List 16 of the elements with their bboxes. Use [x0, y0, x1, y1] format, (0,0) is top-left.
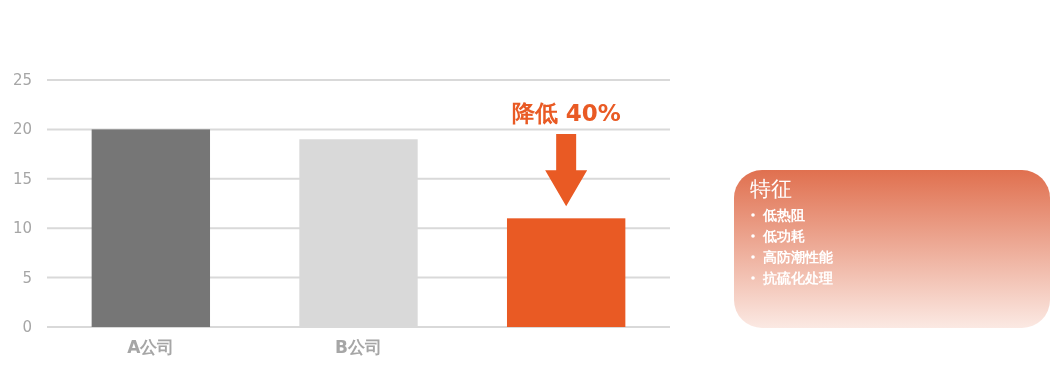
x-tick-label: B公司 — [335, 337, 382, 357]
y-tick-label: 0 — [22, 318, 32, 336]
bar — [91, 129, 211, 327]
text: 高防潮性能 — [763, 249, 834, 265]
y-tick-label: 25 — [12, 71, 32, 89]
text: 特征 — [750, 177, 792, 201]
y-tick-label: 15 — [12, 169, 32, 188]
annotation: 降低 40% — [511, 100, 621, 126]
bar — [506, 218, 626, 327]
text: 抗硫化处理 — [762, 270, 833, 286]
x-tick-label: A公司 — [127, 337, 175, 357]
y-tick-label: 5 — [22, 268, 32, 287]
text: 低热阻 — [762, 207, 805, 223]
y-tick-label: 10 — [12, 219, 32, 238]
y-tick-label: 20 — [12, 120, 32, 139]
text: 低功耗 — [762, 228, 805, 244]
